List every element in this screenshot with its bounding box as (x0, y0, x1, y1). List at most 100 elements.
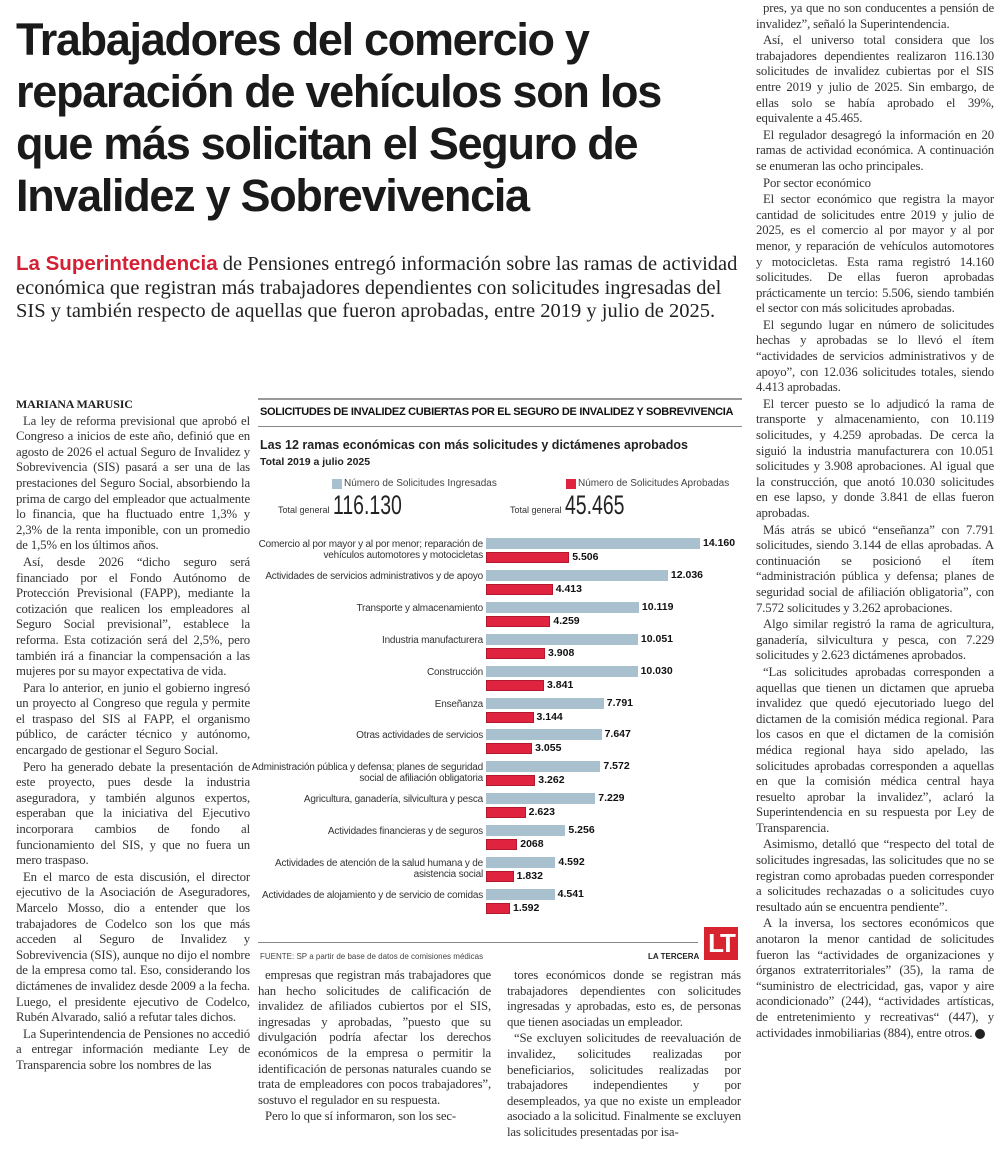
paragraph: tores económicos donde se registran más … (507, 968, 741, 1029)
chart-period: Total 2019 a julio 2025 (260, 456, 371, 468)
value-label: 3.908 (548, 646, 575, 659)
category-label: Actividades de servicios administrativos… (265, 570, 483, 582)
legend-swatch (332, 478, 342, 489)
lead-highlight: La Superintendencia (16, 252, 218, 275)
value-label: 3.841 (547, 678, 574, 691)
category-label: Transporte y almacenamiento (356, 602, 483, 614)
paragraph: “Se excluyen solicitudes de reevaluación… (507, 1031, 741, 1139)
chart-title: SOLICITUDES DE INVALIDEZ CUBIERTAS POR E… (260, 406, 734, 418)
value-label: 3.144 (536, 710, 563, 723)
column-left: MARIANA MARUSIC La ley de reforma previs… (16, 397, 250, 1075)
paragraph: En el marco de esta discusión, el direct… (16, 869, 250, 1025)
value-label: 5.256 (568, 824, 595, 837)
paragraph: “Las solicitudes aprobadas corresponden … (756, 664, 994, 835)
category-label: Industria manufacturera (381, 634, 483, 646)
top-rule (258, 398, 742, 400)
value-label: 1.592 (513, 901, 540, 914)
bar-ingresadas (486, 633, 638, 645)
legend-swatch (566, 478, 576, 489)
value-label: 7.229 (598, 792, 625, 805)
total-ingresadas: Total general 116.130 (278, 492, 428, 519)
paragraph: La ley de reforma previsional que aprobó… (16, 413, 250, 553)
bar-ingresadas (486, 665, 638, 677)
byline: MARIANA MARUSIC (16, 397, 133, 411)
bar-aprobadas (486, 807, 526, 819)
bar-ingresadas (486, 888, 555, 900)
value-label: 2068 (520, 838, 544, 851)
value-label: 10.119 (641, 600, 674, 613)
category-label: Agricultura, ganadería, silvicultura y p… (303, 794, 483, 806)
legend-label: Número de Solicitudes Aprobadas (578, 478, 730, 489)
paragraph: El regulador desagregó la información en… (756, 127, 994, 173)
paragraph: Más atrás se ubicó “enseñanza” con 7.791… (756, 522, 994, 615)
value-label: 1.832 (516, 870, 543, 882)
paragraph: Así, desde 2026 “dicho seguro será finan… (16, 554, 250, 679)
bar-ingresadas (486, 569, 668, 581)
paragraph: empresas que registran más trabajadores … (258, 968, 491, 1107)
paragraph: El sector económico que registra la mayo… (756, 192, 994, 316)
article-headline: Trabajadores del comercio y reparación d… (16, 14, 662, 221)
category-label: Otras actividades de servicios (356, 730, 483, 742)
bar-aprobadas (486, 583, 553, 595)
legend-ingresadas: Número de Solicitudes Ingresadas (332, 478, 497, 489)
la-tercera-logo: LT (704, 927, 738, 960)
footer-rule (258, 942, 698, 943)
bar-ingresadas (486, 825, 566, 837)
category-label: Construcción (427, 666, 483, 678)
value-label: 3.055 (535, 742, 562, 755)
paragraph: El tercer puesto se lo adjudicó la rama … (756, 396, 994, 520)
value-label: 5.506 (572, 551, 599, 563)
value-label: 4.413 (555, 582, 582, 595)
value-label: 7.647 (604, 728, 631, 741)
title-rule (258, 426, 742, 427)
value-label: 14.160 (703, 537, 736, 549)
paragraph: Algo similar registró la rama de agricul… (756, 617, 994, 663)
total-value: 45.465 (564, 490, 625, 520)
paragraph: La Superintendencia de Pensiones no acce… (16, 1026, 251, 1072)
column-middle-1: empresas que registran más trabajadores … (258, 968, 491, 1126)
paragraph: Pero lo que sí informaron, son los sec- (265, 1109, 457, 1124)
bar-ingresadas (486, 538, 700, 549)
total-label: Total general (278, 505, 330, 515)
bar-aprobadas (486, 711, 534, 723)
bar-aprobadas (486, 552, 570, 563)
category-label: Enseñanza (434, 698, 483, 710)
category-label: Actividades de atención de la salud huma… (275, 858, 483, 880)
end-mark-icon (975, 1028, 986, 1039)
paragraph: Para lo anterior, en junio el gobierno i… (16, 680, 250, 758)
value-label: 3.262 (538, 774, 565, 787)
bar-ingresadas (486, 729, 602, 741)
bar-ingresadas (486, 761, 601, 773)
article-lead: La Superintendencia de Pensiones entregó… (16, 252, 751, 324)
paragraph: Pero ha generado debate la presentación … (16, 759, 250, 868)
bar-aprobadas (486, 902, 511, 914)
value-label: 4.592 (558, 856, 585, 868)
paragraph: Por sector económico (763, 175, 871, 190)
legend-aprobadas: Número de Solicitudes Aprobadas (566, 478, 729, 489)
infographic-chart: SOLICITUDES DE INVALIDEZ CUBIERTAS POR E… (252, 398, 742, 963)
value-label: 10.051 (640, 632, 674, 645)
paragraph: pres, ya que no son conducentes a pensió… (756, 1, 994, 31)
chart-subtitle: Las 12 ramas económicas con más solicitu… (260, 438, 688, 452)
value-label: 2.623 (528, 806, 555, 819)
total-aprobadas: Total general 45.465 (510, 490, 647, 520)
bar-ingresadas (486, 697, 604, 709)
value-label: 12.036 (670, 568, 704, 581)
value-label: 7.791 (606, 696, 634, 709)
bar-aprobadas (486, 615, 551, 627)
lead-text: de Pensiones entregó información sobre l… (16, 253, 738, 322)
chart-source: FUENTE: SP a partir de base de datos de … (260, 952, 484, 961)
column-middle-2: tores económicos donde se registran más … (507, 968, 741, 1142)
bar-aprobadas (486, 647, 546, 659)
paragraph: A la inversa, los sectores económicos qu… (756, 916, 994, 1040)
category-label: Actividades de alojamiento y de servicio… (261, 889, 483, 901)
total-label: Total general (510, 505, 562, 515)
value-label: 7.572 (603, 760, 630, 773)
bar-aprobadas (486, 871, 514, 882)
paragraph: Así, el universo total considera que los… (756, 33, 994, 126)
value-label: 10.030 (640, 664, 673, 677)
paragraph: El segundo lugar en número de solicitude… (756, 317, 994, 395)
bar-ingresadas (486, 601, 639, 613)
bar-aprobadas (486, 679, 545, 691)
category-label: Comercio al por mayor y al por menor; re… (258, 539, 484, 561)
